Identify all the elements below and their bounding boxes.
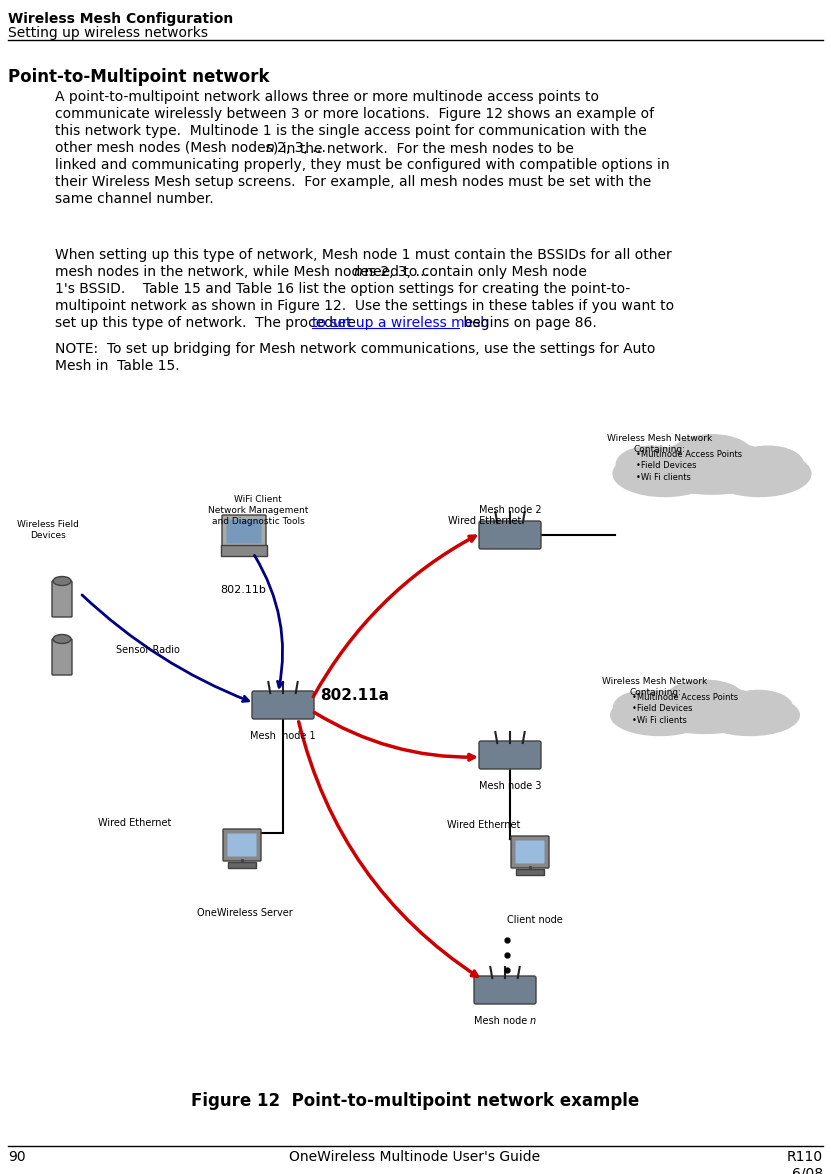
Ellipse shape (701, 695, 799, 735)
Text: 1's BSSID.    Table 15 and Table 16 list the option settings for creating the po: 1's BSSID. Table 15 and Table 16 list th… (55, 282, 630, 296)
Text: n: n (530, 1016, 536, 1026)
Text: linked and communicating properly, they must be configured with compatible optio: linked and communicating properly, they … (55, 158, 670, 173)
Text: Mesh in  Table 15.: Mesh in Table 15. (55, 359, 179, 373)
Bar (228, 862, 256, 868)
Text: Wired Ethernet: Wired Ethernet (98, 818, 172, 828)
Text: 802.11a: 802.11a (320, 688, 389, 703)
Text: Mesh node 2: Mesh node 2 (479, 505, 541, 515)
Text: R110
6/08: R110 6/08 (787, 1151, 823, 1174)
Text: Mesh node 3: Mesh node 3 (479, 781, 541, 791)
Ellipse shape (614, 690, 681, 723)
Text: Wireless Mesh Network
Containing:: Wireless Mesh Network Containing: (602, 677, 708, 697)
Text: Figure 12  Point-to-multipoint network example: Figure 12 Point-to-multipoint network ex… (191, 1092, 639, 1109)
Ellipse shape (732, 446, 804, 483)
Text: Sensor Radio: Sensor Radio (116, 645, 180, 655)
Text: to set up a wireless mesh: to set up a wireless mesh (312, 316, 489, 330)
Text: this network type.  Multinode 1 is the single access point for communication wit: this network type. Multinode 1 is the si… (55, 124, 647, 139)
FancyBboxPatch shape (223, 829, 261, 861)
Text: NOTE:  To set up bridging for Mesh network communications, use the settings for : NOTE: To set up bridging for Mesh networ… (55, 342, 656, 356)
Ellipse shape (708, 451, 811, 497)
Ellipse shape (725, 690, 792, 723)
FancyBboxPatch shape (228, 834, 257, 857)
FancyBboxPatch shape (511, 836, 549, 868)
Text: Client node: Client node (507, 915, 563, 925)
Text: ) in the network.  For the mesh nodes to be: ) in the network. For the mesh nodes to … (273, 141, 573, 155)
Text: •Multinode Access Points
•Field Devices
•Wi Fi clients: •Multinode Access Points •Field Devices … (632, 693, 738, 724)
Ellipse shape (671, 434, 753, 474)
Bar (221, 545, 267, 556)
FancyBboxPatch shape (474, 976, 536, 1004)
Text: mesh nodes in the network, while Mesh nodes 2, 3, …: mesh nodes in the network, while Mesh no… (55, 265, 430, 279)
FancyBboxPatch shape (479, 741, 541, 769)
Ellipse shape (611, 695, 709, 735)
Text: n: n (353, 265, 362, 279)
Text: Wired Ethernet: Wired Ethernet (448, 517, 521, 526)
Text: Mesh  node 1: Mesh node 1 (250, 731, 316, 741)
Text: WiFi Client
Network Management
and Diagnostic Tools: WiFi Client Network Management and Diagn… (208, 495, 308, 526)
Text: Point-to-Multipoint network: Point-to-Multipoint network (8, 68, 269, 86)
Text: Setting up wireless networks: Setting up wireless networks (8, 26, 208, 40)
Text: Wireless Field
Devices: Wireless Field Devices (17, 520, 79, 540)
FancyBboxPatch shape (227, 520, 262, 544)
Text: 90: 90 (8, 1151, 26, 1163)
FancyBboxPatch shape (479, 521, 541, 549)
FancyBboxPatch shape (222, 515, 266, 547)
Text: A point-to-multipoint network allows three or more multinode access points to: A point-to-multipoint network allows thr… (55, 90, 599, 104)
Ellipse shape (666, 680, 744, 716)
Ellipse shape (638, 687, 772, 734)
Ellipse shape (53, 576, 71, 586)
Ellipse shape (53, 634, 71, 643)
Text: Mesh node: Mesh node (474, 1016, 530, 1026)
Text: Wired Ethernet: Wired Ethernet (447, 819, 520, 830)
Text: n: n (266, 141, 274, 155)
FancyBboxPatch shape (52, 581, 72, 618)
Ellipse shape (642, 441, 782, 494)
Text: Wireless Mesh Configuration: Wireless Mesh Configuration (8, 12, 234, 26)
Bar (516, 869, 544, 875)
Text: Wireless Mesh Network
Containing:: Wireless Mesh Network Containing: (607, 434, 713, 454)
Text: set up this type of network.  The procedure: set up this type of network. The procedu… (55, 316, 361, 330)
Text: OneWireless Server: OneWireless Server (197, 908, 293, 918)
Text: When setting up this type of network, Mesh node 1 must contain the BSSIDs for al: When setting up this type of network, Me… (55, 248, 671, 262)
Text: multipoint network as shown in Figure 12.  Use the settings in these tables if y: multipoint network as shown in Figure 12… (55, 299, 674, 313)
Text: same channel number.: same channel number. (55, 193, 214, 205)
Text: their Wireless Mesh setup screens.  For example, all mesh nodes must be set with: their Wireless Mesh setup screens. For e… (55, 175, 652, 189)
Ellipse shape (617, 446, 687, 483)
FancyBboxPatch shape (252, 691, 314, 718)
FancyBboxPatch shape (515, 841, 544, 864)
Ellipse shape (613, 451, 716, 497)
Text: OneWireless Multinode User's Guide: OneWireless Multinode User's Guide (289, 1151, 540, 1163)
Text: 802.11b: 802.11b (220, 585, 266, 595)
FancyBboxPatch shape (52, 639, 72, 675)
Text: communicate wirelessly between 3 or more locations.  Figure 12 shows an example : communicate wirelessly between 3 or more… (55, 107, 654, 121)
Text: •Multinode Access Points
•Field Devices
•Wi Fi clients: •Multinode Access Points •Field Devices … (636, 450, 742, 481)
Text: need to contain only Mesh node: need to contain only Mesh node (361, 265, 588, 279)
Text: begins on page 86.: begins on page 86. (459, 316, 597, 330)
Text: other mesh nodes (Mesh nodes 2, 3, …: other mesh nodes (Mesh nodes 2, 3, … (55, 141, 326, 155)
